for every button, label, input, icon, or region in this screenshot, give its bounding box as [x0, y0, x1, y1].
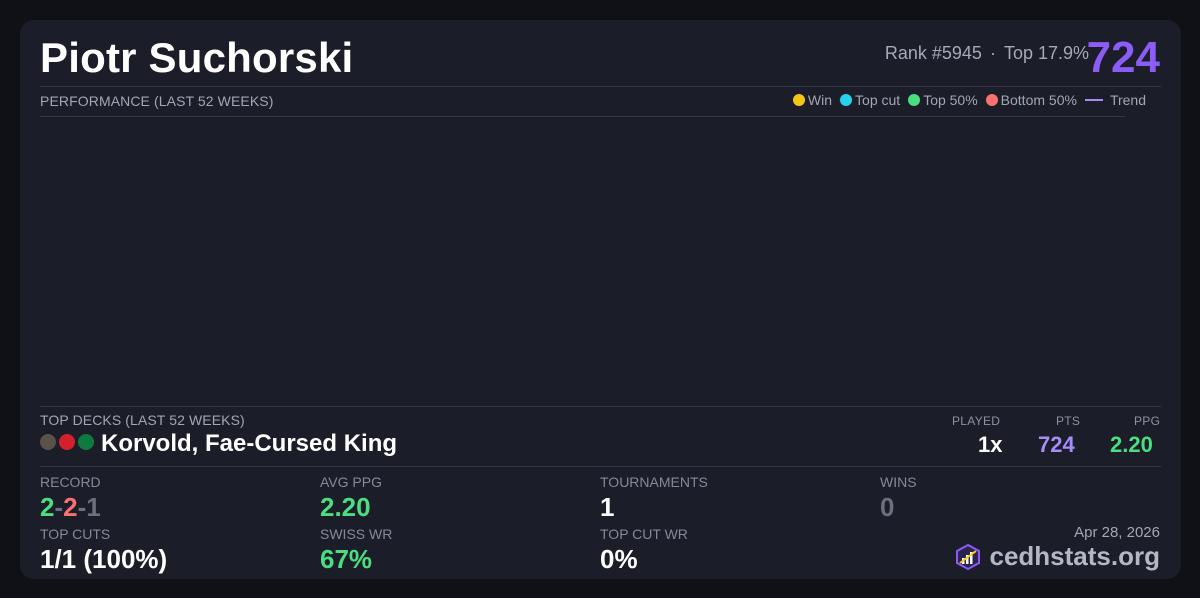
legend-label: Trend — [1109, 92, 1146, 108]
legend-label: Top cut — [855, 92, 901, 108]
black-mana-icon — [40, 434, 56, 450]
legend-label: Win — [807, 92, 833, 108]
record-value: 2-2-1 — [40, 492, 101, 523]
swiss-wr-value: 67% — [320, 544, 373, 574]
stats-divider — [40, 466, 1161, 467]
deck-name[interactable]: Korvold, Fae-Cursed King — [101, 430, 398, 457]
performance-label: PERFORMANCE (LAST 52 WEEKS) — [40, 93, 274, 109]
chart-bottom-divider — [40, 406, 1161, 407]
top-cuts-value: 1/1 (100%) — [40, 544, 168, 574]
win-dot-icon — [792, 94, 805, 106]
chart-top-divider — [40, 116, 1125, 117]
record-wins: 2 — [40, 492, 55, 522]
header-divider — [40, 86, 1161, 87]
trend-line-icon — [1084, 99, 1103, 101]
pts-header: PTS — [1056, 414, 1081, 428]
legend-win: Win — [792, 92, 833, 108]
top-cut-dot-icon — [840, 94, 853, 106]
rank-text: Rank #5945 — [884, 43, 982, 63]
legend-bottom-50: Bottom 50% — [985, 92, 1077, 108]
green-mana-icon — [78, 434, 94, 450]
rank-separator: · — [989, 43, 996, 63]
top-cut-wr-value: 0% — [600, 544, 638, 574]
tournaments-label: TOURNAMENTS — [600, 474, 708, 490]
top-50-dot-icon — [908, 94, 921, 106]
cedhstats-logo-icon — [955, 543, 980, 570]
legend-top-cut: Top cut — [840, 92, 900, 108]
record-dash: - — [54, 492, 64, 522]
chart-legend: Win Top cut Top 50% Bottom 50% Trend — [792, 92, 1146, 108]
record-losses: 2 — [63, 492, 78, 522]
record-dash: - — [77, 492, 87, 522]
played-header: PLAYED — [952, 414, 1001, 428]
swiss-wr-label: SWISS WR — [320, 526, 393, 542]
player-card: Piotr Suchorski Rank #5945 · Top 17.9% 724… — [20, 20, 1181, 579]
top-cut-wr-label: TOP CUT WR — [600, 526, 688, 542]
player-score: 724 — [1086, 33, 1160, 82]
legend-label: Top 50% — [923, 92, 978, 108]
top-decks-label: TOP DECKS (LAST 52 WEEKS) — [40, 412, 245, 428]
color-identity — [40, 434, 94, 450]
rank-line: Rank #5945 · Top 17.9% — [885, 43, 1089, 64]
top-percent: Top 17.9% — [1003, 43, 1089, 63]
snapshot-date: Apr 28, 2026 — [1074, 524, 1160, 541]
deck-played: 1x — [978, 432, 1003, 457]
brand-name: cedhstats.org — [989, 541, 1161, 571]
red-mana-icon — [59, 434, 75, 450]
player-name: Piotr Suchorski — [40, 34, 354, 81]
ppg-header: PPG — [1134, 414, 1161, 428]
wins-value: 0 — [880, 492, 895, 522]
bottom-50-dot-icon — [985, 94, 998, 106]
top-cuts-label: TOP CUTS — [40, 526, 111, 542]
brand[interactable]: cedhstats.org — [954, 541, 1161, 572]
avg-ppg-value: 2.20 — [320, 492, 371, 522]
wins-label: WINS — [880, 474, 917, 490]
record-draws: 1 — [86, 492, 101, 522]
deck-pts: 724 — [1038, 432, 1075, 457]
tournaments-value: 1 — [600, 492, 615, 522]
legend-trend: Trend — [1084, 92, 1146, 108]
legend-top-50: Top 50% — [908, 92, 978, 108]
legend-label: Bottom 50% — [1000, 92, 1077, 108]
avg-ppg-label: AVG PPG — [320, 474, 382, 490]
record-label: RECORD — [40, 474, 101, 490]
performance-chart — [40, 117, 1125, 406]
deck-ppg: 2.20 — [1110, 432, 1153, 457]
